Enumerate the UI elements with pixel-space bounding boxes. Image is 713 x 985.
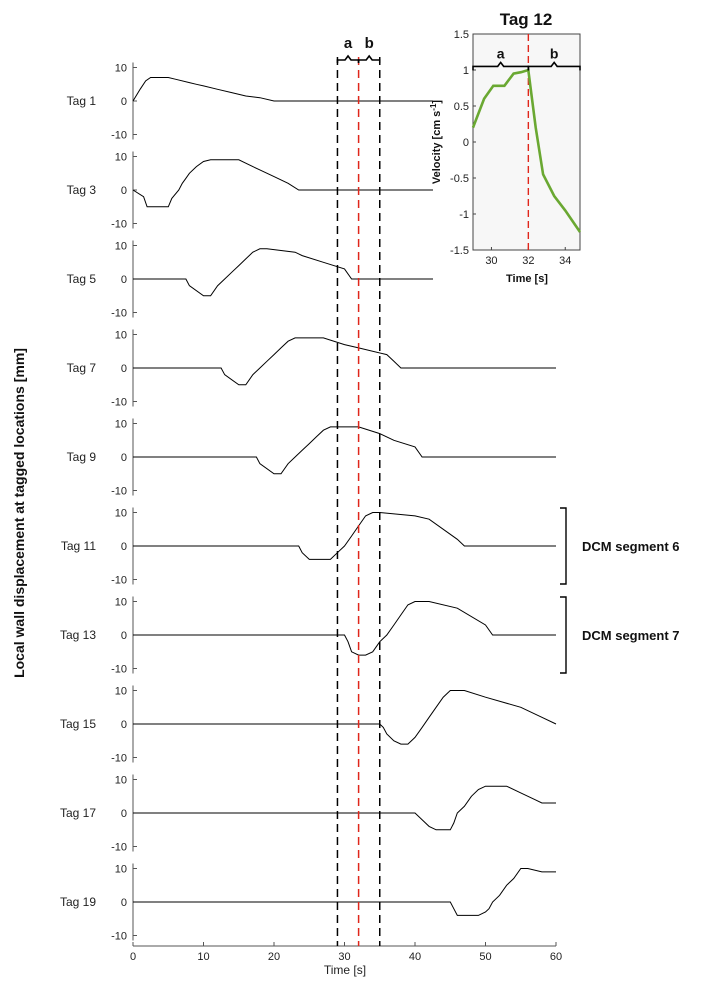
series-line [132, 77, 556, 102]
y-tick-label: -10 [111, 308, 127, 320]
inset-y-tick-label: 0.5 [454, 101, 469, 113]
y-tick-label: 0 [121, 274, 127, 286]
brace-a [336, 54, 360, 63]
y-tick-label: 10 [115, 864, 127, 876]
series-label: Tag 5 [67, 272, 97, 286]
panel-tag-1: 10 0 -10 Tag 1 [67, 62, 556, 142]
dcm-brackets: DCM segment 6 DCM segment 7 [560, 507, 680, 674]
tag12-inset: 1.5 1 0.5 0 -0.5 -1 -1.5 30 32 34 a b Tag 12 Velocity… [429, 10, 588, 286]
y-tick-label: 10 [115, 508, 127, 520]
panel-tag-11: 10 0 -10 Tag 11 [61, 507, 556, 587]
y-tick-label: -10 [111, 842, 127, 854]
series-label: Tag 7 [67, 361, 97, 375]
y-axis-title: Local wall displacement at tagged locati… [11, 348, 27, 678]
dcm-label: DCM segment 7 [582, 628, 680, 643]
series-label: Tag 17 [60, 806, 96, 820]
y-tick-label: 0 [121, 96, 127, 108]
inset-interval-a-label: a [497, 45, 505, 61]
x-tick-label: 60 [550, 951, 562, 963]
inset-y-tick-label: -0.5 [450, 173, 469, 185]
inset-y-tick-label: -1.5 [450, 245, 469, 257]
y-tick-label: 0 [121, 185, 127, 197]
y-tick-label: 0 [121, 897, 127, 909]
y-tick-label: 0 [121, 808, 127, 820]
y-tick-label: 10 [115, 63, 127, 75]
panel-tag-3: 10 0 -10 Tag 3 [67, 151, 556, 231]
panel-tag-7: 10 0 -10 Tag 7 [67, 329, 556, 409]
x-tick-label: 40 [409, 951, 421, 963]
dcm-bracket [560, 507, 567, 585]
series-line [133, 868, 556, 916]
series-label: Tag 15 [60, 717, 96, 731]
x-tick-label: 20 [268, 951, 280, 963]
interval-b-label: b [365, 35, 374, 52]
panel-tag-13: 10 0 -10 Tag 13 [60, 596, 556, 676]
y-tick-label: -10 [111, 397, 127, 409]
y-tick-label: 0 [121, 541, 127, 553]
y-tick-label: -10 [111, 130, 127, 142]
series-label: Tag 3 [67, 183, 97, 197]
series-label: Tag 9 [67, 450, 97, 464]
panel-tag-17: 10 0 -10 Tag 17 [60, 774, 556, 854]
series-line [133, 337, 556, 386]
y-tick-label: 10 [115, 330, 127, 342]
series-label: Tag 11 [61, 539, 96, 553]
inset-x-title: Time [s] [506, 273, 548, 285]
series-line [132, 159, 556, 208]
dcm-label: DCM segment 6 [582, 539, 680, 554]
y-tick-label: 0 [121, 630, 127, 642]
series-line [133, 248, 556, 297]
inset-x-tick-label: 30 [485, 255, 497, 267]
series-label: Tag 19 [60, 895, 96, 909]
brace-b [357, 54, 381, 63]
series-line [133, 512, 556, 560]
inset-y-title: Velocity [cm s-1] [429, 100, 444, 185]
inset-interval-b-label: b [550, 45, 559, 61]
y-tick-label: -10 [111, 931, 127, 943]
interval-a-label: a [344, 35, 353, 52]
x-tick-label: 0 [130, 951, 136, 963]
dcm-bracket [560, 596, 567, 674]
panel-tag-5: 10 0 -10 Tag 5 [67, 240, 556, 320]
inset-y-tick-label: 1.5 [454, 29, 469, 41]
x-tick-label: 50 [479, 951, 491, 963]
inset-x-tick-label: 34 [559, 255, 571, 267]
y-tick-label: -10 [111, 664, 127, 676]
series-line [133, 601, 556, 656]
series-line [133, 785, 556, 831]
series-line [133, 690, 557, 745]
inset-y-tick-label: 0 [463, 137, 469, 149]
y-tick-label: 10 [115, 775, 127, 787]
x-axis: 0 10 20 30 40 50 60 [130, 942, 562, 963]
panel-tag-15: 10 0 -10 Tag 15 [60, 685, 557, 765]
y-tick-label: 10 [115, 686, 127, 698]
inset-title: Tag 12 [500, 10, 553, 29]
panel-tag-9: 10 0 -10 Tag 9 [67, 418, 556, 498]
y-tick-label: 10 [115, 419, 127, 431]
y-tick-label: -10 [111, 486, 127, 498]
y-tick-label: 0 [121, 719, 127, 731]
y-tick-label: 10 [115, 241, 127, 253]
x-axis-title: Time [s] [324, 963, 366, 977]
y-tick-label: 0 [121, 363, 127, 375]
inset-x-tick-label: 32 [522, 255, 534, 267]
panel-tag-19: 10 0 -10 Tag 19 [60, 863, 556, 943]
inset-y-tick-label: 1 [463, 65, 469, 77]
inset-velocity-line [471, 68, 582, 233]
series-line [133, 426, 556, 475]
y-tick-label: -10 [111, 575, 127, 587]
y-tick-label: 10 [115, 152, 127, 164]
inset-brace-b [527, 61, 581, 71]
series-label: Tag 13 [60, 628, 96, 642]
y-tick-label: -10 [111, 753, 127, 765]
y-tick-label: -10 [111, 219, 127, 231]
x-tick-label: 30 [338, 951, 350, 963]
x-tick-label: 10 [197, 951, 209, 963]
inset-y-tick-label: -1 [459, 209, 469, 221]
series-label: Tag 1 [67, 94, 97, 108]
y-tick-label: 0 [121, 452, 127, 464]
y-tick-label: 10 [115, 597, 127, 609]
